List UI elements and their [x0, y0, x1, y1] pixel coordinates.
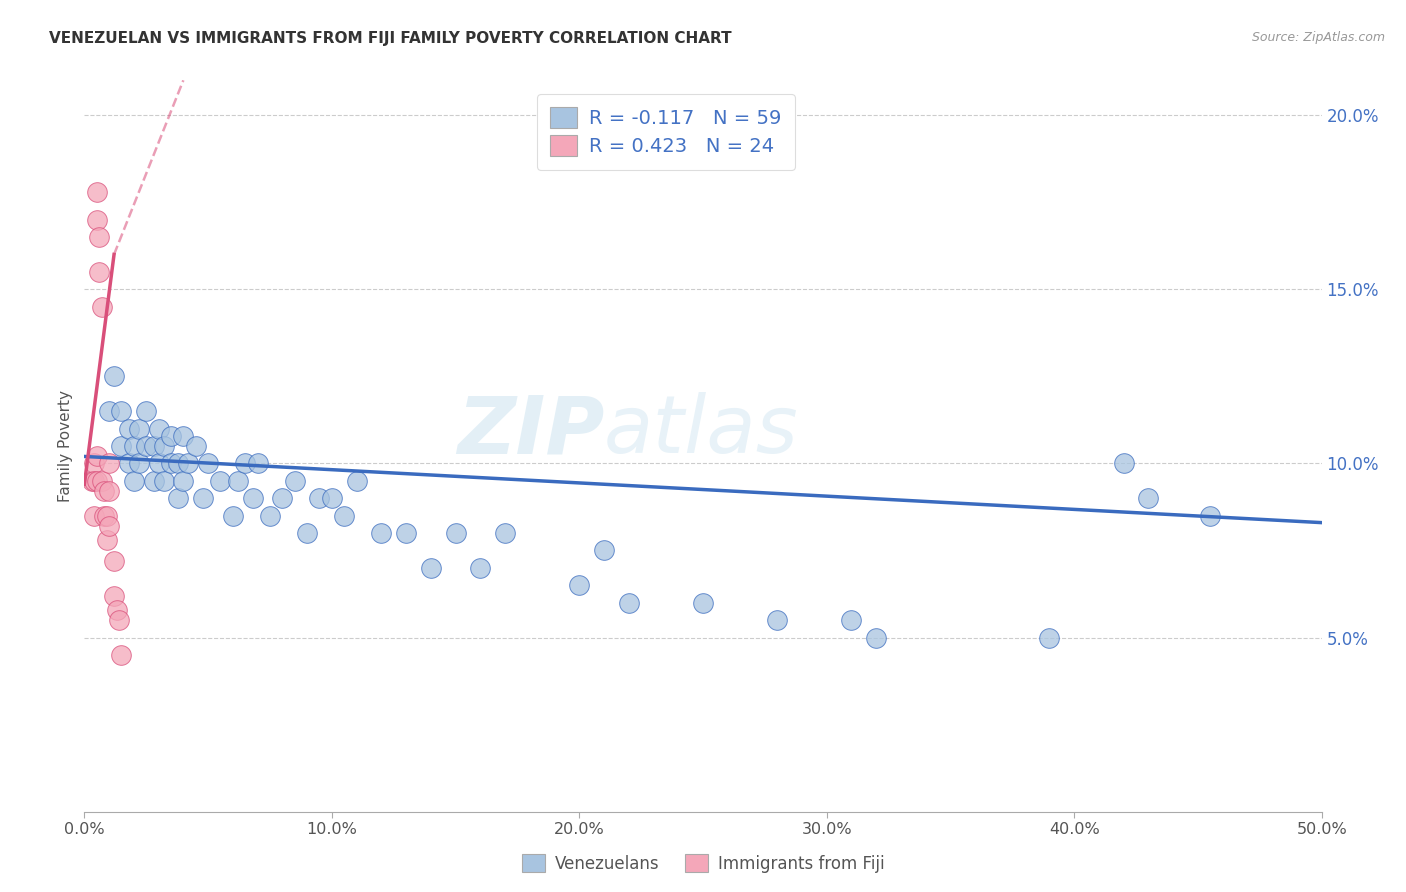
- Text: ZIP: ZIP: [457, 392, 605, 470]
- Text: atlas: atlas: [605, 392, 799, 470]
- Point: [152, 474, 174, 488]
- Point: [766, 613, 789, 627]
- Point: [222, 508, 245, 523]
- Point: [86, 185, 108, 199]
- Point: [96, 533, 118, 547]
- Point: [395, 526, 418, 541]
- Point: [308, 491, 330, 506]
- Point: [271, 491, 294, 506]
- Point: [98, 457, 121, 471]
- Point: [122, 474, 145, 488]
- Point: [242, 491, 264, 506]
- Point: [160, 428, 183, 442]
- Point: [135, 404, 157, 418]
- Point: [118, 421, 141, 435]
- Point: [86, 450, 108, 464]
- Point: [83, 474, 105, 488]
- Point: [110, 439, 132, 453]
- Legend: R = -0.117   N = 59, R = 0.423   N = 24: R = -0.117 N = 59, R = 0.423 N = 24: [537, 94, 796, 170]
- Point: [98, 519, 121, 533]
- Point: [246, 457, 269, 471]
- Point: [103, 554, 125, 568]
- Point: [470, 561, 492, 575]
- Point: [172, 474, 194, 488]
- Point: [148, 421, 170, 435]
- Point: [1038, 631, 1060, 645]
- Text: Source: ZipAtlas.com: Source: ZipAtlas.com: [1251, 31, 1385, 45]
- Point: [148, 457, 170, 471]
- Point: [160, 457, 183, 471]
- Point: [284, 474, 307, 488]
- Point: [128, 457, 150, 471]
- Point: [172, 428, 194, 442]
- Point: [98, 404, 121, 418]
- Point: [1137, 491, 1160, 506]
- Y-axis label: Family Poverty: Family Poverty: [58, 390, 73, 502]
- Point: [197, 457, 219, 471]
- Point: [110, 648, 132, 662]
- Point: [184, 439, 207, 453]
- Point: [83, 508, 105, 523]
- Point: [86, 474, 108, 488]
- Point: [346, 474, 368, 488]
- Point: [1199, 508, 1222, 523]
- Point: [135, 439, 157, 453]
- Point: [333, 508, 356, 523]
- Point: [103, 369, 125, 384]
- Point: [142, 474, 165, 488]
- Point: [108, 613, 131, 627]
- Point: [321, 491, 343, 506]
- Point: [617, 596, 640, 610]
- Point: [98, 484, 121, 499]
- Point: [86, 212, 108, 227]
- Point: [865, 631, 887, 645]
- Point: [142, 439, 165, 453]
- Point: [191, 491, 214, 506]
- Point: [90, 300, 112, 314]
- Point: [89, 265, 111, 279]
- Point: [370, 526, 392, 541]
- Point: [209, 474, 232, 488]
- Point: [841, 613, 863, 627]
- Point: [568, 578, 591, 592]
- Point: [103, 589, 125, 603]
- Point: [233, 457, 256, 471]
- Point: [105, 603, 128, 617]
- Point: [152, 439, 174, 453]
- Point: [494, 526, 516, 541]
- Text: VENEZUELAN VS IMMIGRANTS FROM FIJI FAMILY POVERTY CORRELATION CHART: VENEZUELAN VS IMMIGRANTS FROM FIJI FAMIL…: [49, 31, 733, 46]
- Point: [122, 439, 145, 453]
- Point: [90, 474, 112, 488]
- Point: [93, 508, 115, 523]
- Point: [692, 596, 714, 610]
- Point: [259, 508, 281, 523]
- Point: [93, 484, 115, 499]
- Point: [128, 421, 150, 435]
- Point: [593, 543, 616, 558]
- Point: [295, 526, 318, 541]
- Point: [96, 508, 118, 523]
- Point: [110, 404, 132, 418]
- Legend: Venezuelans, Immigrants from Fiji: Venezuelans, Immigrants from Fiji: [515, 847, 891, 880]
- Point: [83, 457, 105, 471]
- Point: [167, 457, 190, 471]
- Point: [89, 230, 111, 244]
- Point: [80, 474, 103, 488]
- Point: [419, 561, 441, 575]
- Point: [444, 526, 467, 541]
- Point: [226, 474, 249, 488]
- Point: [167, 491, 190, 506]
- Point: [177, 457, 200, 471]
- Point: [118, 457, 141, 471]
- Point: [1112, 457, 1135, 471]
